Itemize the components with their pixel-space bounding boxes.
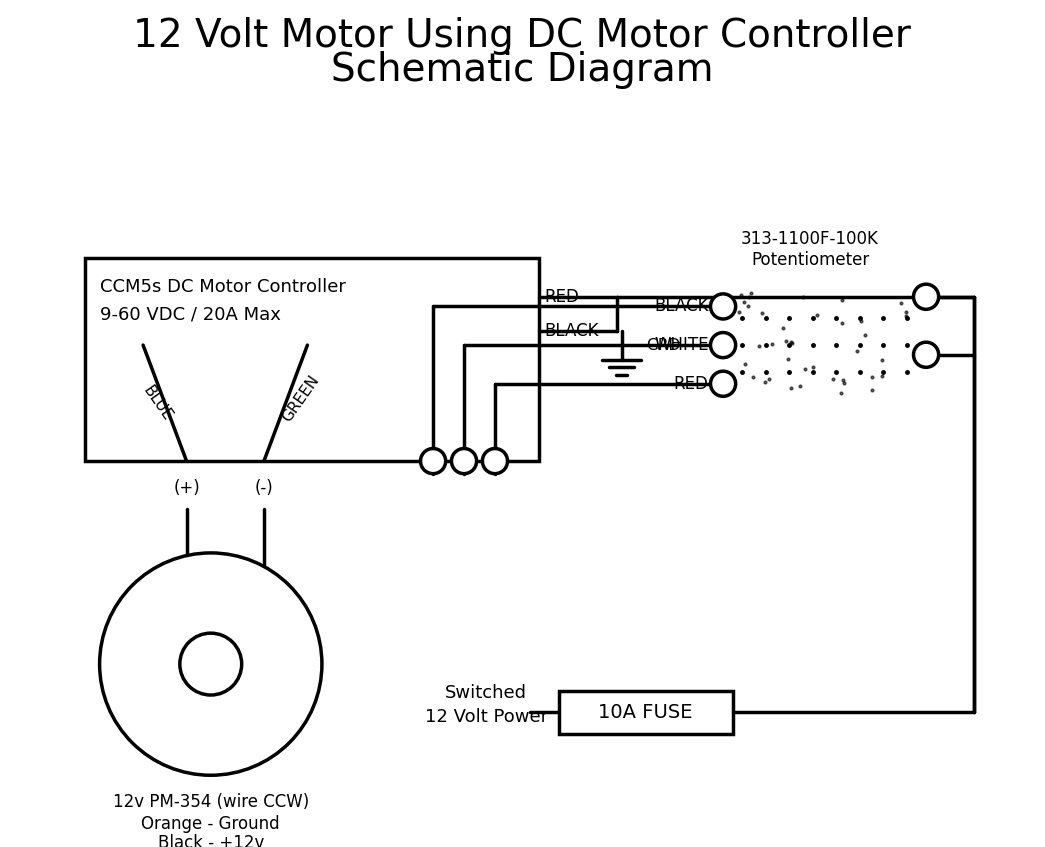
- Circle shape: [483, 449, 508, 473]
- Text: WHITE: WHITE: [654, 336, 709, 354]
- Text: 12 Volt Motor Using DC Motor Controller: 12 Volt Motor Using DC Motor Controller: [133, 17, 911, 55]
- Text: Orange - Ground: Orange - Ground: [141, 815, 280, 833]
- Text: M: M: [196, 650, 225, 678]
- Text: BLACK: BLACK: [654, 297, 709, 315]
- Circle shape: [913, 285, 938, 309]
- Text: BLACK: BLACK: [544, 322, 599, 340]
- Bar: [559, 691, 733, 734]
- Circle shape: [180, 634, 241, 695]
- Text: (-): (-): [255, 479, 274, 497]
- Bar: [85, 258, 539, 461]
- Text: 313-1100F-100K: 313-1100F-100K: [741, 230, 879, 248]
- Circle shape: [711, 333, 736, 357]
- Text: 10A FUSE: 10A FUSE: [599, 703, 693, 722]
- Circle shape: [99, 553, 322, 775]
- Circle shape: [420, 449, 445, 473]
- Text: RED: RED: [674, 374, 709, 393]
- Text: Potentiometer: Potentiometer: [751, 251, 869, 269]
- Text: GREEN: GREEN: [279, 372, 322, 424]
- Text: Switched: Switched: [445, 684, 528, 702]
- Circle shape: [913, 342, 938, 368]
- Text: GRD: GRD: [646, 338, 680, 352]
- Text: 9-60 VDC / 20A Max: 9-60 VDC / 20A Max: [99, 305, 280, 324]
- Circle shape: [711, 371, 736, 396]
- Text: Schematic Diagram: Schematic Diagram: [331, 51, 714, 89]
- Text: RED: RED: [544, 288, 579, 306]
- Text: CCM5s DC Motor Controller: CCM5s DC Motor Controller: [99, 278, 346, 296]
- Text: Black - +12v: Black - +12v: [158, 834, 264, 847]
- Text: 12 Volt Power: 12 Volt Power: [424, 708, 548, 726]
- Text: 12v PM-354 (wire CCW): 12v PM-354 (wire CCW): [113, 794, 309, 811]
- Text: (+): (+): [173, 479, 200, 497]
- Circle shape: [451, 449, 477, 473]
- Text: BLUE: BLUE: [140, 383, 175, 424]
- Circle shape: [711, 294, 736, 319]
